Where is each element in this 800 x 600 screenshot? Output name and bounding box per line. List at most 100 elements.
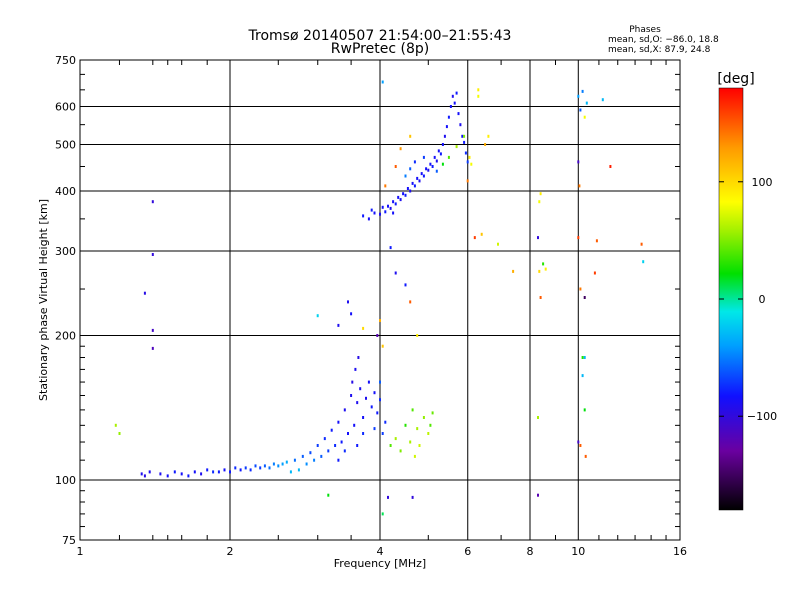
data-point (389, 206, 392, 210)
data-point (353, 423, 356, 427)
data-point (468, 155, 471, 159)
data-point (379, 212, 381, 216)
data-point (394, 202, 397, 206)
data-point (457, 112, 460, 116)
data-point (140, 472, 143, 476)
data-point (581, 374, 584, 378)
y-axis-label: Stationary phase Virtual Height [km] (37, 199, 50, 401)
data-point (151, 346, 154, 350)
data-point (281, 462, 284, 466)
data-point (411, 495, 414, 499)
data-point (542, 262, 545, 266)
data-point (151, 200, 154, 204)
data-point (367, 217, 370, 221)
data-point (595, 239, 598, 243)
data-point (114, 423, 117, 427)
data-point (254, 464, 257, 468)
data-point (359, 387, 362, 391)
y-tick-label: 500 (55, 139, 76, 152)
data-point (461, 134, 464, 138)
data-point (350, 394, 353, 397)
data-point (584, 454, 587, 458)
data-point (343, 449, 346, 453)
data-point (373, 427, 376, 431)
phases-title: Phases (629, 25, 661, 35)
data-point (404, 193, 407, 197)
x-tick-label: 8 (527, 545, 534, 558)
data-point (441, 162, 444, 166)
data-point (581, 356, 584, 359)
data-point (381, 205, 384, 209)
data-point (583, 356, 586, 359)
data-point (392, 200, 395, 204)
data-point (399, 147, 402, 151)
x-tick-label: 4 (377, 545, 384, 558)
colorbar-ticks: 100 0 −100 (719, 176, 777, 423)
data-point (411, 181, 414, 185)
data-point (173, 470, 176, 474)
data-point (435, 159, 438, 163)
data-point (427, 168, 430, 172)
data-point (409, 134, 412, 138)
data-point (384, 420, 387, 424)
data-point (579, 444, 582, 447)
data-point (537, 416, 539, 419)
data-point (337, 323, 340, 327)
data-point (422, 416, 425, 419)
data-point (293, 458, 296, 462)
data-point (581, 89, 584, 93)
data-point (487, 134, 490, 138)
data-point (327, 449, 330, 453)
data-point (585, 101, 588, 105)
data-point (206, 468, 209, 472)
data-point (451, 94, 454, 98)
x-tick-label: 6 (464, 545, 471, 558)
data-point (148, 470, 151, 474)
data-point (180, 472, 183, 476)
data-point (464, 151, 467, 155)
data-point (577, 236, 580, 240)
data-point (244, 466, 247, 470)
data-point (404, 423, 407, 427)
data-point (416, 334, 419, 337)
data-point (413, 454, 416, 458)
data-point (143, 474, 146, 478)
data-point (539, 192, 542, 196)
x-axis-ticks: 1 2 4 6 8 10 16 (77, 60, 687, 558)
data-point (351, 380, 354, 384)
data-point (301, 454, 304, 458)
data-point (259, 466, 262, 470)
data-point (381, 512, 384, 516)
data-point (384, 210, 387, 214)
data-point (379, 398, 381, 402)
data-point (217, 470, 220, 474)
data-point (313, 458, 316, 462)
data-point (411, 408, 414, 412)
data-point (389, 246, 392, 250)
data-point (384, 184, 387, 188)
data-point (223, 468, 226, 472)
data-point (512, 269, 515, 273)
data-point (350, 312, 353, 316)
data-point (416, 176, 419, 180)
y-tick-label: 600 (55, 101, 76, 114)
data-point (447, 115, 450, 119)
data-point (118, 432, 121, 435)
data-point (583, 115, 586, 119)
data-point (337, 420, 340, 424)
x-tick-label: 16 (673, 545, 687, 558)
x-tick-label: 10 (571, 545, 585, 558)
data-points (114, 80, 645, 516)
data-point (420, 172, 423, 176)
data-point (477, 94, 480, 98)
data-point (477, 88, 480, 92)
data-point (466, 179, 469, 183)
data-point (327, 493, 330, 497)
data-point (316, 314, 319, 318)
data-point (166, 474, 169, 478)
data-point (379, 380, 381, 384)
data-point (381, 432, 384, 435)
data-point (334, 444, 337, 447)
data-point (409, 189, 412, 193)
